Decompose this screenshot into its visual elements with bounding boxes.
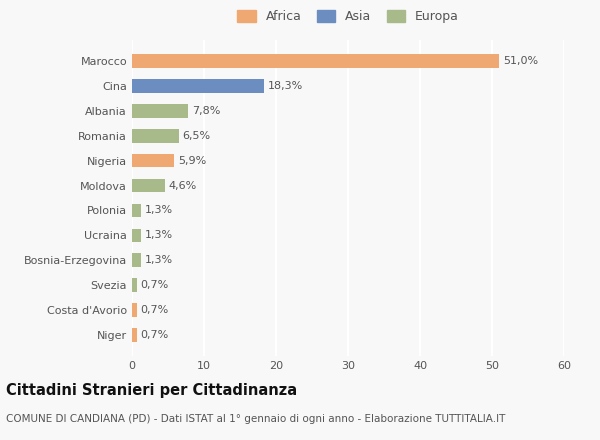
- Text: 51,0%: 51,0%: [503, 56, 538, 66]
- Bar: [132, 328, 137, 342]
- Bar: [132, 204, 142, 217]
- Text: 1,3%: 1,3%: [145, 205, 173, 216]
- Bar: [132, 279, 137, 292]
- Text: 4,6%: 4,6%: [169, 180, 197, 191]
- Bar: [132, 253, 142, 267]
- Text: 6,5%: 6,5%: [182, 131, 211, 141]
- Text: 0,7%: 0,7%: [140, 330, 169, 340]
- Bar: [132, 154, 175, 168]
- Bar: [132, 129, 179, 143]
- Text: 0,7%: 0,7%: [140, 280, 169, 290]
- Text: Cittadini Stranieri per Cittadinanza: Cittadini Stranieri per Cittadinanza: [6, 383, 297, 398]
- Text: 0,7%: 0,7%: [140, 305, 169, 315]
- Bar: [132, 104, 188, 117]
- Text: 7,8%: 7,8%: [192, 106, 220, 116]
- Bar: [132, 179, 165, 192]
- Text: 5,9%: 5,9%: [178, 156, 206, 165]
- Legend: Africa, Asia, Europa: Africa, Asia, Europa: [233, 7, 463, 27]
- Bar: [132, 228, 142, 242]
- Text: 18,3%: 18,3%: [268, 81, 302, 91]
- Bar: [132, 79, 264, 93]
- Text: 1,3%: 1,3%: [145, 231, 173, 240]
- Text: COMUNE DI CANDIANA (PD) - Dati ISTAT al 1° gennaio di ogni anno - Elaborazione T: COMUNE DI CANDIANA (PD) - Dati ISTAT al …: [6, 414, 505, 424]
- Text: 1,3%: 1,3%: [145, 255, 173, 265]
- Bar: [132, 54, 499, 68]
- Bar: [132, 303, 137, 317]
